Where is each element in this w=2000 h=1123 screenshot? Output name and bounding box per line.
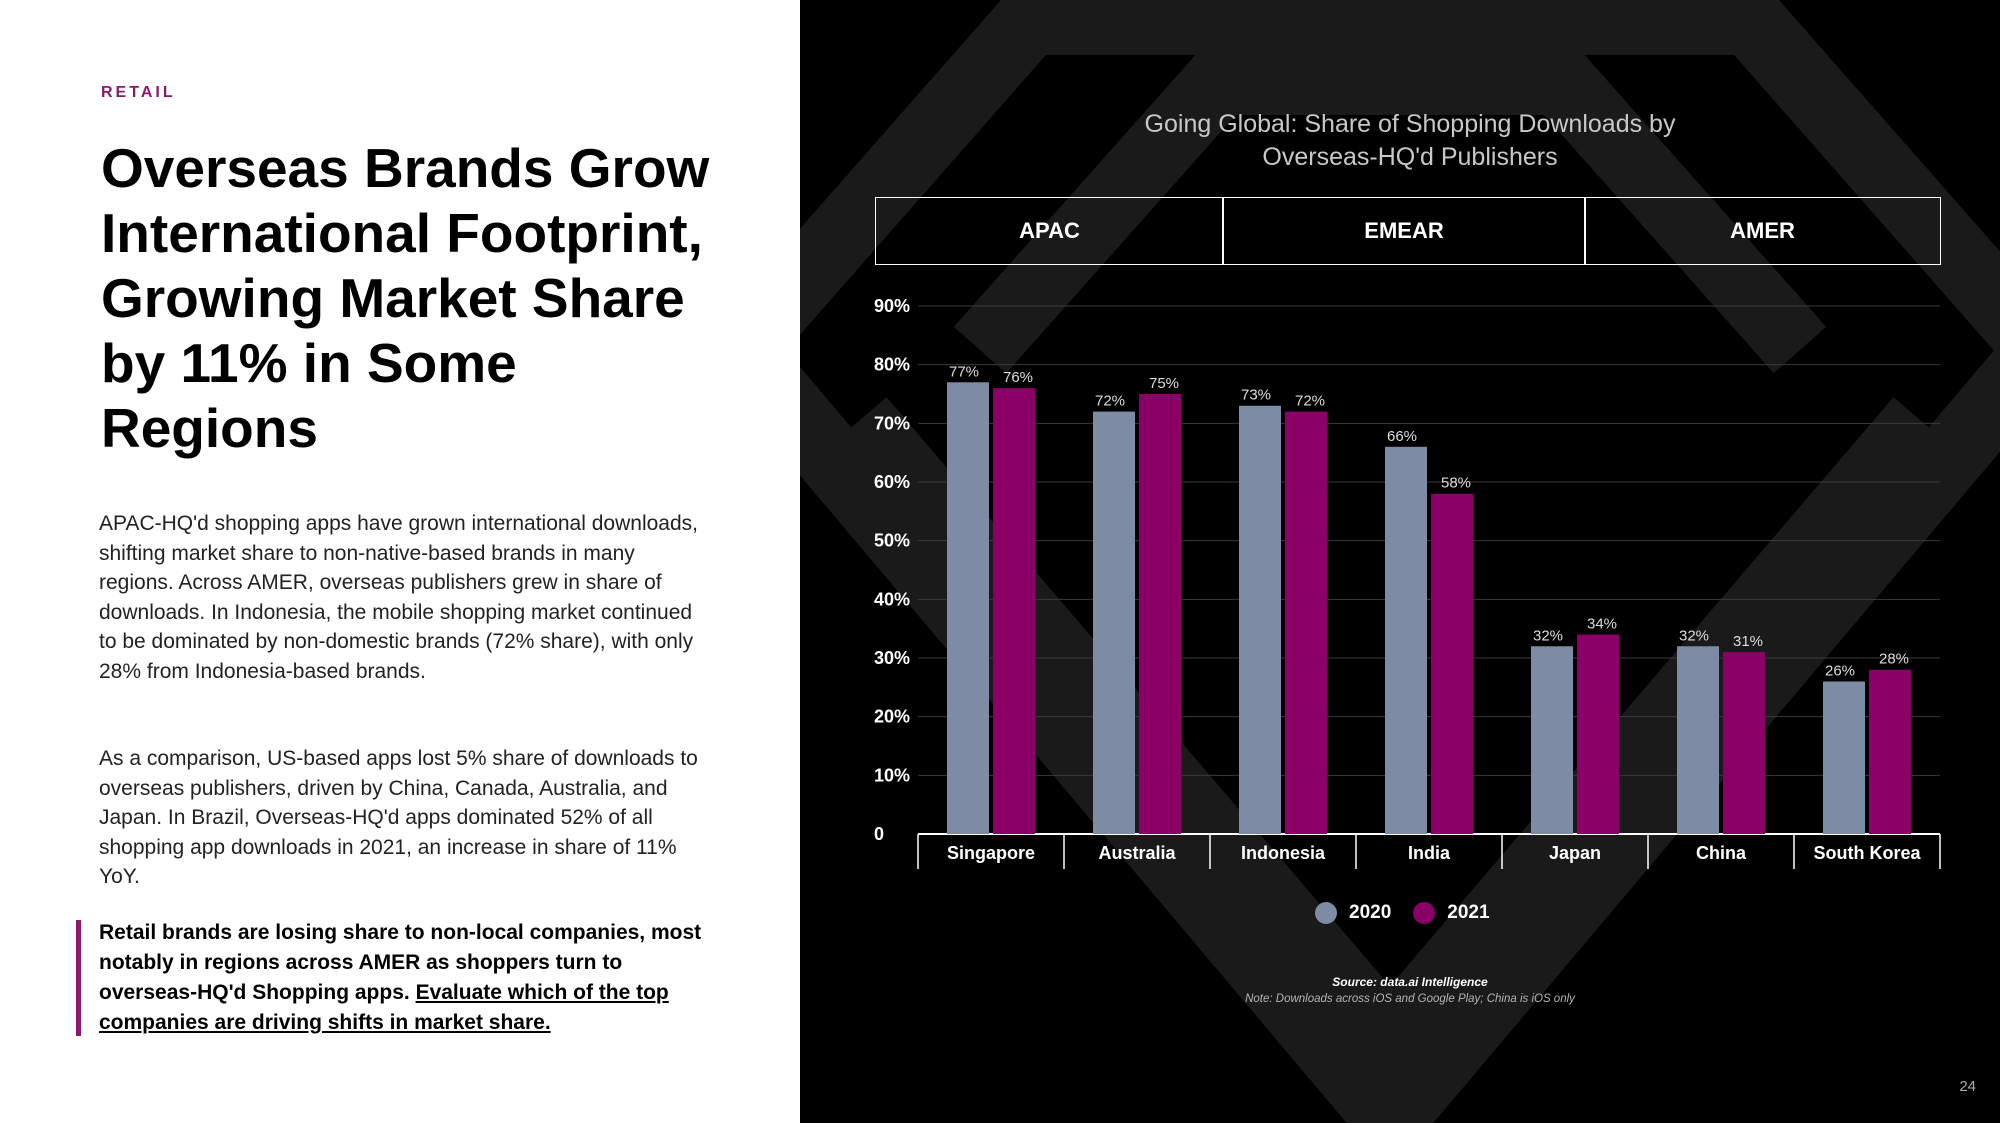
- data-label-india-2020: 66%: [1387, 428, 1417, 445]
- y-tick-label: 80%: [874, 355, 910, 375]
- y-tick-label: 30%: [874, 648, 910, 668]
- bar-india-2020: [1385, 446, 1427, 834]
- bar-japan-2021: [1577, 634, 1619, 834]
- bar-india-2021: [1431, 493, 1473, 834]
- data-label-india-2021: 58%: [1441, 475, 1471, 492]
- region-header-apac: APAC: [875, 197, 1224, 265]
- page-number: 24: [1959, 1078, 1976, 1095]
- y-tick-label: 50%: [874, 531, 910, 551]
- region-header-emear: EMEAR: [1222, 197, 1586, 265]
- x-tick-label-singapore: Singapore: [947, 843, 1035, 863]
- data-label-japan-2021: 34%: [1587, 616, 1617, 633]
- data-label-japan-2020: 32%: [1533, 627, 1563, 644]
- headline: Overseas Brands Grow International Footp…: [101, 137, 710, 459]
- body-paragraph-2: As a comparison, US-based apps lost 5% s…: [99, 747, 698, 888]
- bar-singapore-2021: [993, 388, 1035, 834]
- bar-indonesia-2021: [1285, 411, 1327, 834]
- legend-item-2020: 2020: [1315, 902, 1391, 924]
- data-label-south-korea-2020: 26%: [1825, 662, 1855, 679]
- x-tick-label-india: India: [1408, 843, 1451, 863]
- y-tick-label: 60%: [874, 472, 910, 492]
- legend-swatch-2020: [1315, 902, 1337, 924]
- callout: Retail brands are losing share to non-lo…: [99, 918, 719, 1038]
- x-tick-label-australia: Australia: [1098, 843, 1176, 863]
- x-tick-label-china: China: [1696, 843, 1747, 863]
- y-tick-label: 40%: [874, 589, 910, 609]
- region-header-amer: AMER: [1584, 197, 1941, 265]
- x-tick-label-japan: Japan: [1549, 843, 1601, 863]
- bar-south-korea-2020: [1823, 681, 1865, 834]
- data-label-singapore-2020: 77%: [949, 363, 979, 380]
- bar-australia-2021: [1139, 394, 1181, 834]
- legend: 2020 2021: [1315, 902, 1512, 924]
- data-label-china-2020: 32%: [1679, 627, 1709, 644]
- callout-text: Retail brands are losing share to non-lo…: [99, 921, 702, 1004]
- body-paragraph-1: APAC-HQ'd shopping apps have grown inter…: [99, 512, 698, 683]
- y-tick-label: 10%: [874, 765, 910, 785]
- data-label-indonesia-2021: 72%: [1295, 393, 1325, 410]
- data-label-indonesia-2020: 73%: [1241, 387, 1271, 404]
- y-tick-label: 0: [874, 824, 884, 844]
- y-tick-label: 90%: [874, 296, 910, 316]
- legend-label-2021: 2021: [1447, 902, 1490, 923]
- data-label-south-korea-2021: 28%: [1879, 651, 1909, 668]
- source-note: Note: Downloads across iOS and Google Pl…: [1245, 993, 1575, 1005]
- y-tick-label: 70%: [874, 413, 910, 433]
- chart-title-line-2: Overseas-HQ'd Publishers: [1262, 143, 1558, 171]
- section-label: RETAIL: [101, 84, 176, 101]
- callout-link[interactable]: Evaluate which of the top companies are …: [99, 981, 669, 1034]
- bar-china-2020: [1677, 646, 1719, 834]
- legend-label-2020: 2020: [1349, 902, 1392, 923]
- data-label-australia-2021: 75%: [1149, 375, 1179, 392]
- x-tick-label-indonesia: Indonesia: [1241, 843, 1326, 863]
- y-tick-label: 20%: [874, 707, 910, 727]
- bar-china-2021: [1723, 652, 1765, 834]
- legend-swatch-2021: [1413, 902, 1436, 924]
- source-credit: Source: data.ai Intelligence: [1332, 975, 1488, 989]
- chart-title: Going Global: Share of Shopping Download…: [1000, 108, 1820, 174]
- bar-indonesia-2020: [1239, 405, 1281, 834]
- text-panel: RETAIL Overseas Brands Grow Internationa…: [0, 0, 800, 1123]
- data-label-china-2021: 31%: [1733, 633, 1763, 650]
- legend-item-2021: 2021: [1413, 902, 1490, 924]
- chart-title-line-1: Going Global: Share of Shopping Download…: [1144, 110, 1676, 138]
- data-label-australia-2020: 72%: [1095, 393, 1125, 410]
- bar-singapore-2020: [947, 382, 989, 834]
- data-label-singapore-2021: 76%: [1003, 369, 1033, 386]
- x-tick-label-south-korea: South Korea: [1813, 843, 1921, 863]
- bar-japan-2020: [1531, 646, 1573, 834]
- callout-accent-bar: [76, 920, 81, 1036]
- bar-south-korea-2021: [1869, 669, 1911, 834]
- bar-australia-2020: [1093, 411, 1135, 834]
